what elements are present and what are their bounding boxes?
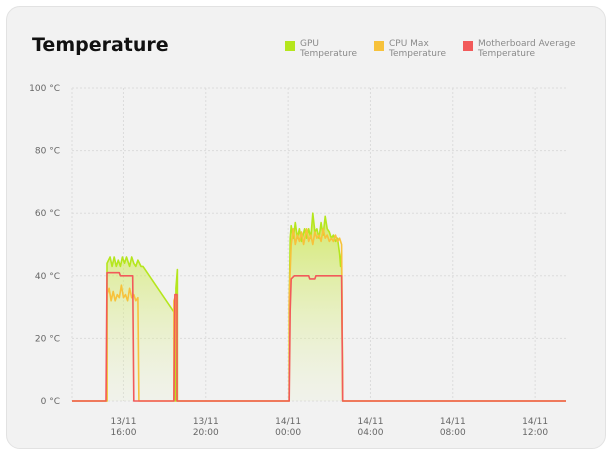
legend-item-cpu[interactable]: CPU Max Temperature bbox=[374, 39, 446, 59]
y-tick-label: 100 °C bbox=[29, 84, 60, 94]
x-tick-label-time: 12:00 bbox=[522, 428, 548, 438]
series-area-gpu bbox=[72, 213, 566, 401]
legend-label-cpu: CPU Max Temperature bbox=[389, 39, 447, 59]
x-tick-label-time: 20:00 bbox=[193, 428, 219, 438]
x-tick-label-date: 13/11 bbox=[110, 417, 136, 427]
series-line-cpu bbox=[72, 228, 566, 402]
legend-label-motherboard: Motherboard Average Temperature bbox=[478, 39, 576, 59]
x-tick-label-date: 14/11 bbox=[357, 417, 383, 427]
chart-legend: GPU Temperature CPU Max Temperature Moth… bbox=[279, 39, 609, 69]
y-tick-label: 20 °C bbox=[35, 334, 60, 344]
x-tick-label-time: 08:00 bbox=[440, 428, 466, 438]
x-tick-label-date: 14/11 bbox=[522, 417, 548, 427]
x-tick-label-time: 00:00 bbox=[275, 428, 301, 438]
legend-item-motherboard[interactable]: Motherboard Average Temperature bbox=[463, 39, 576, 59]
x-tick-label-time: 04:00 bbox=[357, 428, 383, 438]
y-tick-label: 60 °C bbox=[35, 209, 60, 219]
legend-swatch-gpu bbox=[285, 41, 295, 51]
series-line-motherboard bbox=[72, 271, 566, 402]
legend-swatch-motherboard bbox=[463, 41, 473, 51]
legend-swatch-cpu bbox=[374, 41, 384, 51]
legend-label-gpu: GPU Temperature bbox=[300, 39, 358, 59]
y-tick-label: 40 °C bbox=[35, 272, 60, 282]
x-tick-label-date: 14/11 bbox=[440, 417, 466, 427]
x-tick-label-date: 14/11 bbox=[275, 417, 301, 427]
y-tick-label: 80 °C bbox=[35, 147, 60, 157]
series-line-gpu bbox=[72, 212, 566, 402]
y-tick-label: 0 °C bbox=[41, 397, 60, 407]
x-tick-label-date: 13/11 bbox=[193, 417, 219, 427]
x-tick-label-time: 16:00 bbox=[110, 428, 136, 438]
widget-title: Temperature bbox=[32, 34, 169, 56]
legend-item-gpu[interactable]: GPU Temperature bbox=[285, 39, 357, 59]
